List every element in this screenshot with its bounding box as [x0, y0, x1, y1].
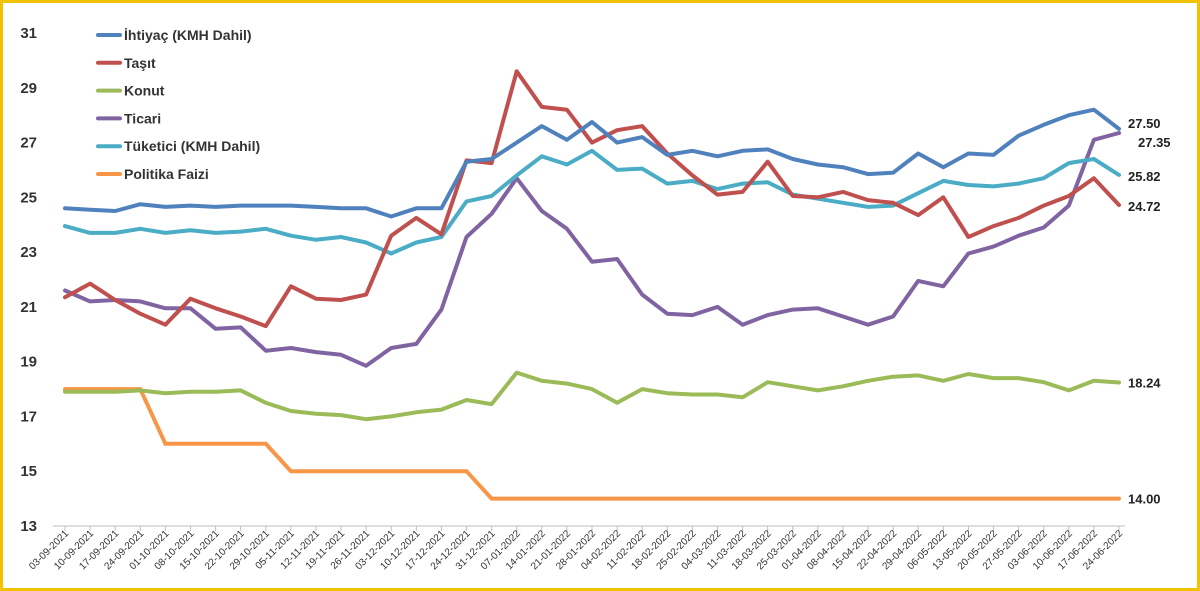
legend-label: Ticari	[124, 110, 161, 126]
legend-label: Tüketici (KMH Dahil)	[124, 138, 260, 154]
end-value-label: 27.50	[1128, 116, 1161, 131]
end-value-label: 24.72	[1128, 199, 1161, 214]
series-layer	[63, 69, 1121, 501]
y-axis: 13 15 17 19 21 23 25 27 29 31	[20, 25, 37, 535]
end-value-label: 25.82	[1128, 169, 1161, 184]
series-line-1	[63, 107, 1121, 219]
y-tick-label: 25	[20, 189, 37, 206]
end-value-label: 27.35	[1138, 135, 1171, 150]
legend-label: Taşıt	[124, 55, 156, 71]
series-line-5	[63, 148, 1121, 256]
x-axis: 03-09-202110-09-202117-09-202124-09-2021…	[27, 525, 1125, 572]
legend-label: Konut	[124, 83, 165, 99]
y-tick-label: 13	[20, 518, 37, 535]
series-line-3	[63, 370, 1121, 422]
legend-label: Politika Faizi	[124, 166, 209, 182]
y-tick-label: 15	[20, 463, 37, 480]
y-tick-label: 23	[20, 244, 37, 261]
series-line-6	[63, 387, 1121, 501]
y-tick-label: 29	[20, 80, 37, 97]
end-value-label: 14.00	[1128, 492, 1161, 507]
y-tick-label: 31	[20, 25, 37, 42]
y-tick-label: 17	[20, 408, 37, 425]
legend-label: İhtiyaç (KMH Dahil)	[124, 27, 252, 43]
y-tick-label: 19	[20, 354, 37, 371]
end-labels: 27.50 24.72 18.24 27.35 25.82 14.00	[1128, 116, 1171, 507]
end-value-label: 18.24	[1128, 375, 1161, 390]
legend: İhtiyaç (KMH Dahil) Taşıt Konut Ticari Tüket…	[96, 27, 260, 182]
y-tick-label: 21	[20, 299, 37, 316]
series-line-2	[63, 69, 1121, 329]
y-tick-label: 27	[20, 135, 37, 152]
series-line-4	[63, 131, 1121, 368]
